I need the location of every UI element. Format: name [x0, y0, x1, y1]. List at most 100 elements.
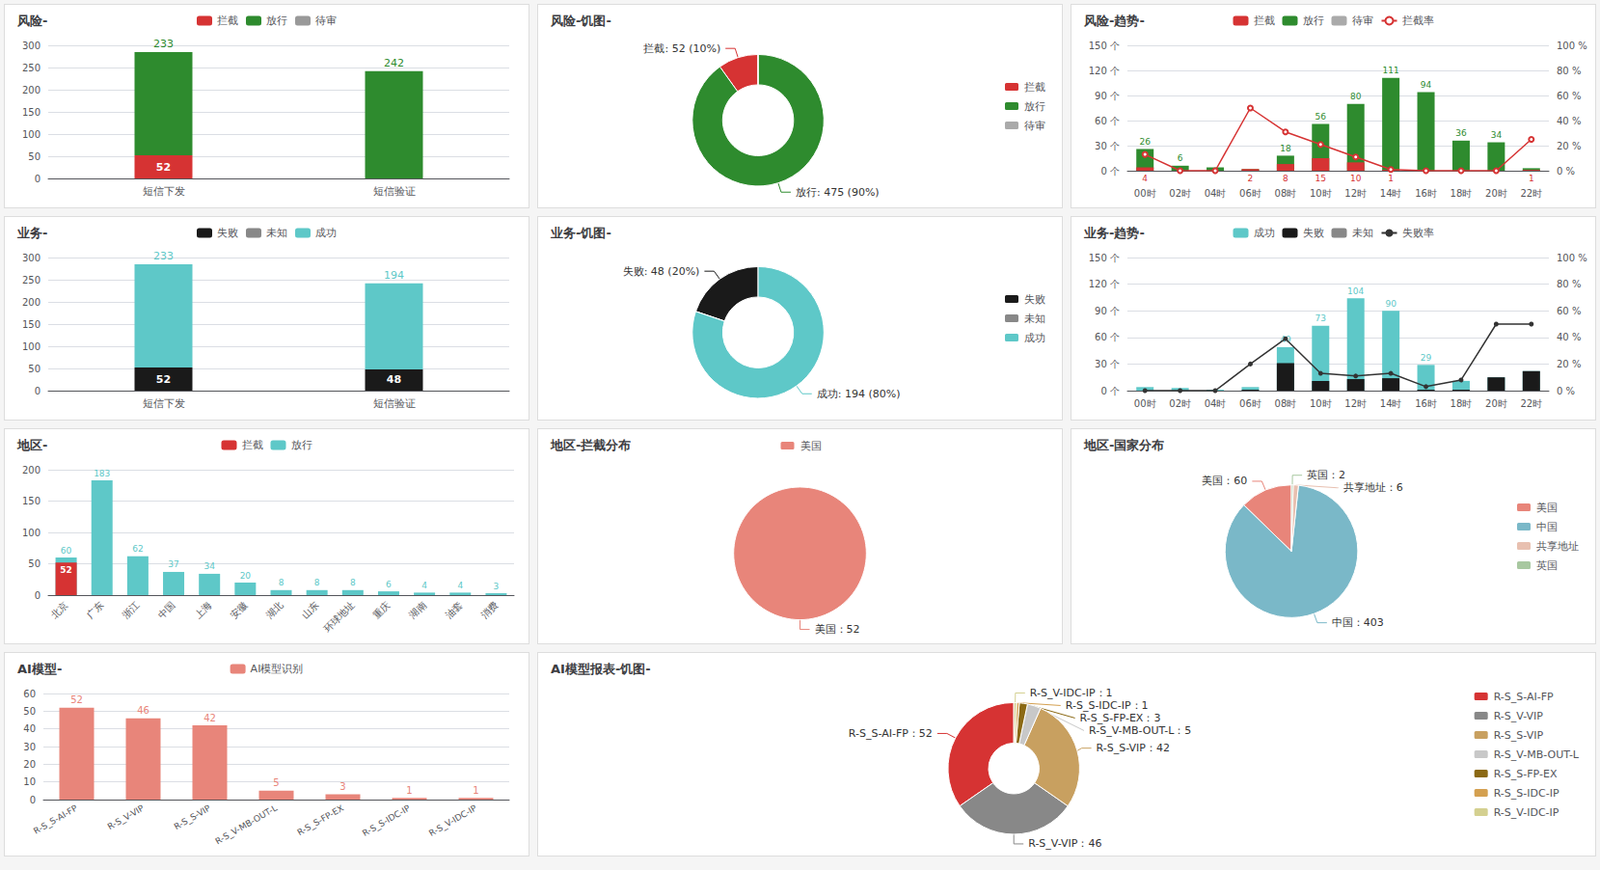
svg-text:R-S_S-VIP：42: R-S_S-VIP：42 [1096, 741, 1170, 755]
svg-text:06时: 06时 [1239, 398, 1262, 409]
svg-text:环球地址: 环球地址 [322, 598, 357, 634]
svg-text:短信下发: 短信下发 [142, 397, 186, 410]
svg-text:120 个: 120 个 [1088, 278, 1120, 290]
svg-text:4: 4 [421, 580, 428, 591]
svg-text:拦截: 52 (10%): 拦截: 52 (10%) [643, 42, 721, 55]
svg-text:消费: 消费 [478, 598, 500, 621]
svg-text:未知: 未知 [266, 226, 288, 240]
svg-text:52: 52 [156, 373, 171, 386]
svg-text:R-S_S-AI-FP: R-S_S-AI-FP [1493, 690, 1554, 704]
svg-text:10时: 10时 [1309, 188, 1332, 199]
svg-text:成功: 成功 [315, 226, 337, 240]
svg-text:183: 183 [93, 468, 110, 479]
svg-text:成功: 194 (80%): 成功: 194 (80%) [816, 387, 901, 401]
svg-text:26: 26 [1138, 136, 1151, 147]
svg-text:拦截: 拦截 [216, 14, 239, 28]
svg-text:0: 0 [29, 794, 36, 806]
svg-text:30 个: 30 个 [1094, 358, 1120, 370]
svg-text:AI模型报表-饥图-: AI模型报表-饥图- [550, 661, 651, 677]
svg-text:1: 1 [406, 785, 412, 796]
svg-text:233: 233 [153, 37, 174, 51]
svg-text:14时: 14时 [1380, 398, 1403, 409]
svg-text:100 %: 100 % [1556, 252, 1588, 264]
svg-text:50: 50 [27, 363, 41, 375]
svg-text:100 %: 100 % [1556, 40, 1588, 52]
svg-text:233: 233 [153, 249, 174, 263]
svg-text:R-S_V-VIP: R-S_V-VIP [106, 802, 147, 832]
svg-text:浙江: 浙江 [120, 598, 142, 621]
svg-text:待审: 待审 [315, 14, 337, 28]
svg-text:业务-饥图-: 业务-饥图- [549, 225, 612, 241]
svg-text:100: 100 [22, 341, 41, 353]
svg-text:成功: 成功 [1253, 226, 1275, 240]
svg-text:52: 52 [59, 565, 73, 575]
svg-text:英国：2: 英国：2 [1306, 468, 1346, 482]
svg-text:山东: 山东 [299, 598, 322, 621]
svg-text:60 个: 60 个 [1094, 115, 1120, 127]
svg-text:34: 34 [203, 561, 216, 571]
svg-text:放行: 放行 [291, 438, 313, 452]
svg-text:80 %: 80 % [1556, 278, 1581, 290]
svg-text:2: 2 [1247, 173, 1254, 184]
svg-text:73: 73 [1315, 313, 1327, 324]
svg-text:52: 52 [156, 161, 171, 174]
svg-text:18时: 18时 [1450, 188, 1473, 199]
svg-text:20 %: 20 % [1556, 140, 1581, 152]
svg-text:失败率: 失败率 [1402, 226, 1435, 240]
svg-text:300: 300 [22, 40, 41, 52]
svg-text:中国：403: 中国：403 [1331, 616, 1384, 629]
svg-text:地区-拦截分布: 地区-拦截分布 [549, 437, 631, 453]
svg-text:短信验证: 短信验证 [373, 185, 416, 198]
svg-text:12时: 12时 [1344, 188, 1367, 199]
svg-text:中国: 中国 [156, 598, 178, 621]
svg-text:62: 62 [132, 543, 143, 554]
svg-text:中国: 中国 [1536, 520, 1558, 534]
svg-text:00时: 00时 [1134, 188, 1157, 199]
svg-text:拦截: 拦截 [1253, 14, 1275, 28]
svg-text:80: 80 [1350, 91, 1362, 102]
svg-text:104: 104 [1347, 286, 1364, 297]
svg-text:重庆: 重庆 [371, 598, 393, 621]
svg-text:200: 200 [22, 464, 41, 476]
svg-text:待审: 待审 [1352, 14, 1374, 28]
svg-text:北京: 北京 [49, 598, 71, 621]
svg-text:英国: 英国 [1536, 559, 1558, 572]
svg-text:地区-国家分布: 地区-国家分布 [1083, 437, 1165, 453]
svg-text:R-S_S-IDC-IP：1: R-S_S-IDC-IP：1 [1065, 699, 1149, 712]
svg-text:36: 36 [1455, 128, 1467, 138]
svg-text:R-S_V-IDC-IP: R-S_V-IDC-IP [1493, 806, 1560, 819]
svg-text:8: 8 [314, 577, 321, 588]
svg-text:250: 250 [22, 62, 41, 74]
svg-text:20 %: 20 % [1556, 358, 1581, 370]
svg-text:30 个: 30 个 [1094, 140, 1120, 152]
svg-text:R-S_S-AI-FP：52: R-S_S-AI-FP：52 [848, 727, 933, 740]
svg-text:90 个: 90 个 [1094, 305, 1120, 317]
svg-text:50: 50 [27, 151, 41, 163]
svg-text:37: 37 [167, 559, 179, 570]
svg-text:R-S_S-VIP: R-S_S-VIP [1493, 729, 1545, 742]
svg-text:200: 200 [22, 297, 41, 308]
svg-text:4: 4 [457, 580, 463, 591]
svg-text:美国：52: 美国：52 [814, 623, 861, 636]
svg-text:06时: 06时 [1239, 188, 1262, 199]
svg-text:失败: 48 (20%): 失败: 48 (20%) [623, 265, 701, 278]
svg-text:60 个: 60 个 [1094, 331, 1120, 343]
svg-text:短信验证: 短信验证 [373, 397, 416, 410]
svg-text:0: 0 [34, 385, 41, 397]
svg-text:40: 40 [23, 723, 36, 734]
svg-text:拦截: 拦截 [1024, 81, 1046, 94]
svg-text:00时: 00时 [1134, 398, 1157, 409]
svg-text:5: 5 [272, 777, 279, 788]
svg-text:04时: 04时 [1204, 188, 1227, 199]
svg-text:放行: 放行 [1302, 14, 1325, 28]
svg-text:02时: 02时 [1168, 398, 1192, 409]
svg-text:100: 100 [22, 129, 41, 140]
svg-text:52: 52 [70, 694, 83, 706]
svg-text:1: 1 [1387, 173, 1394, 184]
svg-text:40 %: 40 % [1556, 331, 1581, 343]
svg-text:08时: 08时 [1274, 188, 1298, 199]
svg-text:共享地址：6: 共享地址：6 [1343, 481, 1404, 494]
svg-text:R-S_V-IDC-IP：1: R-S_V-IDC-IP：1 [1030, 686, 1113, 700]
svg-text:放行: 475 (90%): 放行: 475 (90%) [795, 186, 880, 199]
svg-text:AI模型-: AI模型- [17, 661, 62, 677]
